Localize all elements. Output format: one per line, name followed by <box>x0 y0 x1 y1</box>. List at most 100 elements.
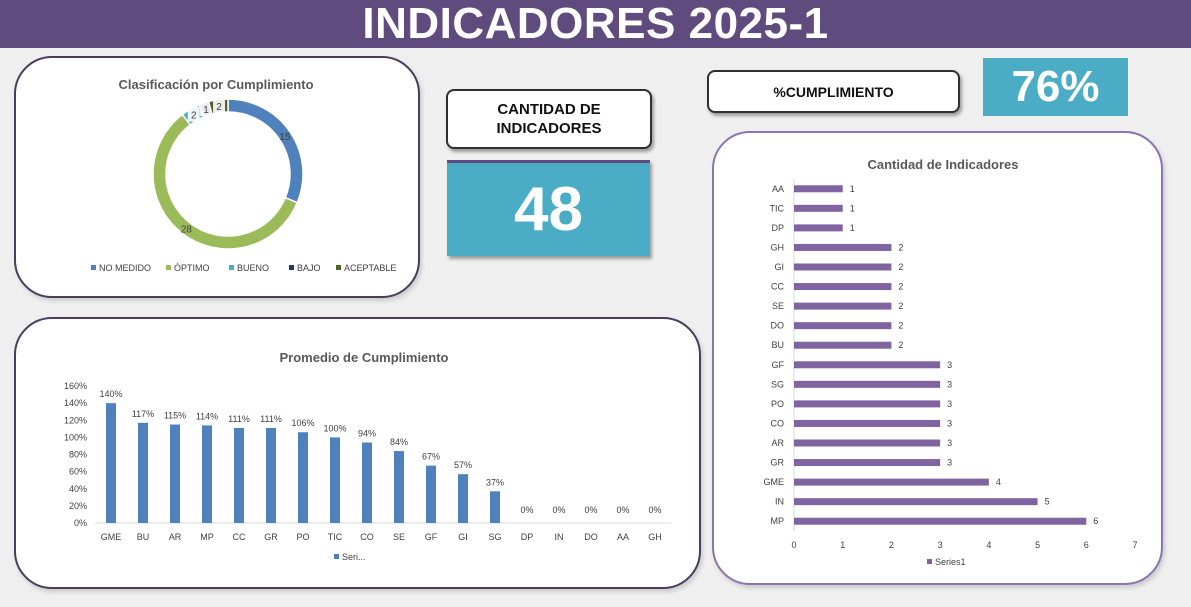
cumplimiento-label: %CUMPLIMIENTO <box>773 83 894 100</box>
promedio-bar <box>138 422 148 523</box>
cantidad-indicadores-value-box: 48 <box>447 160 650 256</box>
cantidad-y-tick-label: GR <box>771 458 785 468</box>
x-tick-label: 1 <box>840 540 845 550</box>
promedio-x-tick-label: PO <box>296 532 309 542</box>
promedio-x-tick-label: GH <box>648 532 662 542</box>
promedio-data-label: 115% <box>164 411 186 421</box>
legend-label: Series1 <box>935 557 966 567</box>
promedio-data-label: 117% <box>132 409 154 419</box>
cantidad-bar <box>794 478 989 486</box>
promedio-x-tick-label: GME <box>101 532 122 542</box>
legend-marker <box>91 265 96 270</box>
x-tick-label: 5 <box>1035 540 1040 550</box>
cantidad-data-label: 4 <box>996 477 1001 487</box>
promedio-bar <box>394 451 404 523</box>
promedio-x-tick-label: SE <box>393 532 405 542</box>
promedio-data-label: 57% <box>454 460 472 470</box>
y-tick-label: 40% <box>69 484 87 494</box>
cantidad-y-tick-label: GH <box>771 242 785 252</box>
legend-label: ACEPTABLE <box>344 263 396 273</box>
x-tick-label: 4 <box>986 540 991 550</box>
cantidad-y-tick-label: DO <box>771 321 785 331</box>
legend-marker <box>166 265 171 270</box>
cantidad-y-tick-label: GI <box>774 262 784 272</box>
y-tick-label: 120% <box>64 415 87 425</box>
cantidad-y-tick-label: AR <box>771 438 784 448</box>
cantidad-bar <box>794 263 892 271</box>
cantidad-data-label: 2 <box>898 262 903 272</box>
promedio-bar <box>106 403 116 523</box>
promedio-chart-title: Promedio de Cumplimiento <box>279 350 448 365</box>
cantidad-bar <box>794 204 843 212</box>
cantidad-data-label: 3 <box>947 458 952 468</box>
y-tick-label: 80% <box>69 450 87 460</box>
cantidad-y-tick-label: CO <box>771 418 785 428</box>
cantidad-bar <box>794 224 843 232</box>
cantidad-data-label: 3 <box>947 379 952 389</box>
legend-marker <box>334 554 339 559</box>
donut-chart-title: Clasificación por Cumplimiento <box>118 77 313 92</box>
promedio-data-label: 100% <box>323 423 346 433</box>
donut-data-label: 1 <box>203 105 209 116</box>
promedio-bar <box>266 427 276 523</box>
promedio-bar <box>170 424 180 523</box>
promedio-x-tick-label: IN <box>555 532 564 542</box>
promedio-bar <box>426 465 436 523</box>
cantidad-bar <box>794 419 941 427</box>
promedio-chart-card: Promedio de Cumplimiento 0% 20% 40% 60% 80% 10… <box>14 317 701 589</box>
y-tick-label: 140% <box>64 398 87 408</box>
cantidad-bar <box>794 185 843 193</box>
x-tick-label: 0 <box>791 540 796 550</box>
cantidad-bar-chart: Cantidad de Indicadores 1 AA 1 TIC 1 DP 2 GH 2 GI 2… <box>763 157 1137 567</box>
legend-marker <box>289 265 294 270</box>
promedio-data-label: 37% <box>486 477 504 487</box>
cantidad-data-label: 3 <box>947 399 952 409</box>
cantidad-y-tick-label: BU <box>771 340 784 350</box>
cumplimiento-value: 76% <box>1011 62 1100 111</box>
promedio-x-tick-label: CC <box>233 532 246 542</box>
promedio-data-label: 67% <box>422 452 440 462</box>
cantidad-y-tick-label: SG <box>771 379 784 389</box>
donut-data-label-bg <box>213 98 226 114</box>
cantidad-indicadores-label: CANTIDAD DE INDICADORES <box>496 101 602 137</box>
legend-marker <box>927 559 932 564</box>
x-tick-label: 3 <box>938 540 943 550</box>
y-tick-label: 20% <box>69 501 87 511</box>
cantidad-data-label: 2 <box>898 301 903 311</box>
promedio-data-label: 0% <box>520 505 533 515</box>
promedio-x-tick-label: BU <box>137 532 150 542</box>
promedio-x-tick-label: GR <box>264 532 278 542</box>
cantidad-bar <box>794 439 941 447</box>
cantidad-bar <box>794 302 892 310</box>
promedio-x-tick-label: MP <box>200 532 214 542</box>
legend-label: Seri... <box>342 552 366 562</box>
y-tick-label: 160% <box>64 381 87 391</box>
cumplimiento-label-box: %CUMPLIMIENTO <box>707 70 960 113</box>
promedio-data-label: 0% <box>648 505 661 515</box>
cantidad-bar <box>794 498 1038 506</box>
donut-data-label: 2 <box>191 111 197 122</box>
cantidad-bar <box>794 341 892 349</box>
promedio-bar <box>362 442 372 523</box>
donut-data-label: 15 <box>279 132 291 143</box>
legend-label: BUENO <box>237 263 269 273</box>
y-tick-label: 0% <box>74 518 87 528</box>
donut-slice <box>227 98 304 204</box>
cantidad-data-label: 2 <box>898 321 903 331</box>
cantidad-y-tick-label: GME <box>763 477 784 487</box>
promedio-data-label: 140% <box>99 389 122 399</box>
cantidad-bar <box>794 361 941 369</box>
cantidad-chart-title: Cantidad de Indicadores <box>868 157 1019 172</box>
donut-chart-card: Clasificación por Cumplimiento 15 28 2 1 2 NO … <box>14 56 420 298</box>
cantidad-y-tick-label: TIC <box>770 203 785 213</box>
cantidad-data-label: 1 <box>850 203 855 213</box>
legend-marker <box>229 265 234 270</box>
promedio-x-tick-label: AA <box>617 532 629 542</box>
cantidad-y-tick-label: DP <box>771 223 784 233</box>
cantidad-data-label: 3 <box>947 438 952 448</box>
promedio-data-label: 111% <box>228 414 250 424</box>
legend-label: BAJO <box>297 263 321 273</box>
cantidad-bar <box>794 380 941 388</box>
y-tick-label: 60% <box>69 467 87 477</box>
x-tick-label: 2 <box>889 540 894 550</box>
